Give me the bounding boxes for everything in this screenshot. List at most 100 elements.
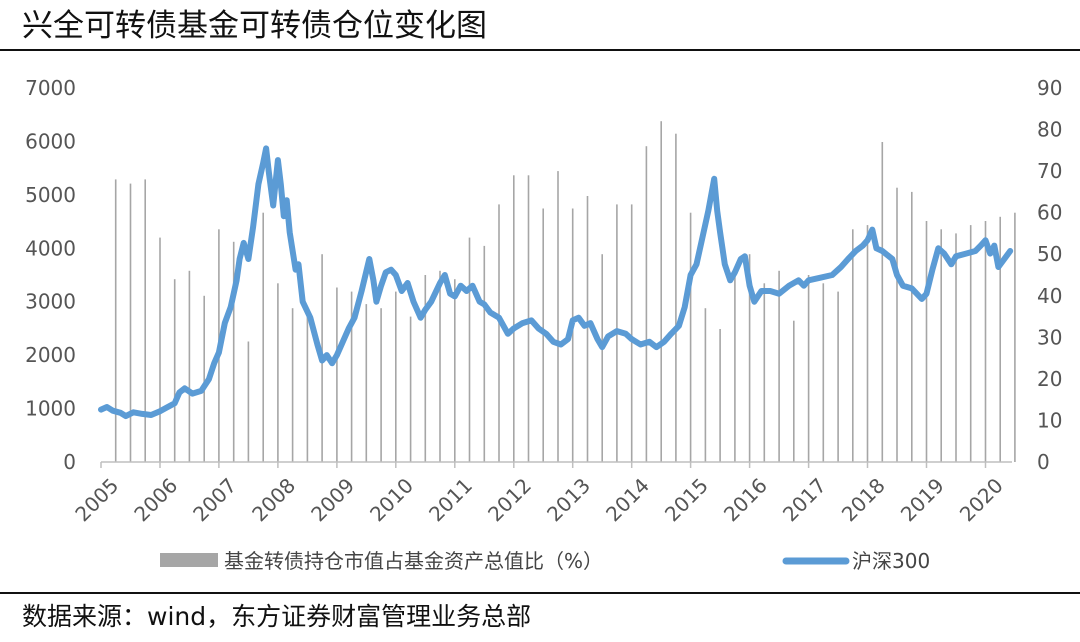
bar-43 [748, 254, 751, 462]
bar-55 [925, 221, 928, 462]
bar-51 [866, 225, 869, 462]
y-right-tick-30: 30 [1037, 325, 1062, 349]
legend-bar-swatch [160, 553, 218, 567]
y-left-tick-2000: 2000 [25, 343, 76, 367]
y-right-tick-40: 40 [1037, 284, 1062, 308]
y-right-tick-10: 10 [1037, 408, 1062, 432]
bar-60 [999, 216, 1001, 462]
y-right-tick-90: 90 [1037, 76, 1062, 100]
line-series-hs300 [98, 145, 1014, 420]
y-left-tick-3000: 3000 [25, 290, 76, 314]
bar-12 [291, 308, 294, 462]
x-tick-label-2018: 2018 [837, 473, 890, 526]
x-tick-label-2006: 2006 [129, 473, 182, 526]
bar-42 [734, 275, 736, 462]
bar-57 [955, 233, 957, 462]
bar-9 [247, 341, 250, 462]
y-right-tick-0: 0 [1037, 450, 1050, 474]
x-tick-label-2010: 2010 [365, 473, 418, 526]
bar-40 [704, 308, 707, 462]
bar-52 [881, 142, 884, 462]
bar-18 [380, 308, 382, 462]
x-tick-label-2016: 2016 [719, 473, 772, 526]
bar-45 [778, 270, 780, 462]
bar-27 [513, 175, 515, 463]
bar-5 [188, 270, 191, 462]
bar-31 [571, 208, 574, 462]
y-left-tick-6000: 6000 [25, 129, 76, 153]
bar-32 [586, 196, 589, 462]
bar-61 [1014, 212, 1016, 462]
bar-21 [424, 275, 427, 462]
y-left-tick-4000: 4000 [25, 236, 76, 260]
bar-22 [439, 270, 441, 462]
bar-38 [675, 133, 677, 462]
bar-16 [350, 291, 353, 462]
bar-11 [277, 283, 279, 462]
bar-23 [454, 279, 456, 462]
bar-36 [645, 146, 648, 462]
y-right-tick-80: 80 [1037, 118, 1062, 142]
bar-47 [807, 275, 810, 462]
x-tick-label-2011: 2011 [424, 473, 477, 526]
title-underline [0, 49, 1080, 51]
bar-8 [232, 241, 235, 462]
x-tick-label-2017: 2017 [778, 473, 831, 526]
bar-24 [468, 237, 471, 462]
x-tick-label-2005: 2005 [70, 473, 123, 526]
bar-58 [969, 225, 972, 462]
chart-canvas: 0 1000 2000 3000 4000 5000 6000 7000 0 10 20 30 40 50… [25, 76, 1062, 573]
bar-19 [395, 291, 397, 462]
legend-line-label: 沪深300 [852, 549, 930, 573]
bar-44 [763, 283, 766, 462]
x-tick-label-2019: 2019 [896, 473, 949, 526]
bar-37 [660, 121, 662, 462]
bar-0 [114, 179, 117, 462]
x-tick-label-2008: 2008 [247, 473, 300, 526]
y-right-tick-60: 60 [1037, 201, 1062, 225]
bar-2 [144, 179, 146, 462]
y-left-tick-1000: 1000 [25, 397, 76, 421]
legend-bar-label: 基金转债持仓市值占基金资产总值比（%） [224, 549, 603, 573]
legend: 基金转债持仓市值占基金资产总值比（%） 沪深300 [160, 549, 930, 573]
bar-33 [601, 254, 603, 462]
bar-13 [306, 308, 309, 462]
bar-17 [365, 304, 368, 462]
bar-53 [896, 187, 898, 462]
x-tick-label-2007: 2007 [188, 473, 241, 526]
bar-4 [173, 279, 176, 462]
bar-3 [159, 237, 161, 462]
page-title: 兴全可转债基金可转债仓位变化图 [22, 8, 487, 44]
bar-56 [940, 229, 942, 462]
bar-48 [822, 283, 825, 462]
bar-25 [483, 245, 486, 462]
bar-1 [129, 183, 132, 462]
bar-6 [203, 295, 205, 462]
x-tick-label-2015: 2015 [660, 473, 713, 526]
y-right-tick-20: 20 [1037, 367, 1062, 391]
x-tick-label-2012: 2012 [483, 473, 536, 526]
x-tick-label-2013: 2013 [542, 473, 595, 526]
bar-15 [336, 287, 338, 462]
x-tick-label-2020: 2020 [955, 473, 1008, 526]
y-right-tick-50: 50 [1037, 242, 1062, 266]
bar-50 [852, 229, 854, 462]
bar-39 [689, 212, 692, 462]
x-tick-label-2009: 2009 [306, 473, 359, 526]
bar-46 [793, 320, 795, 462]
bar-59 [984, 221, 987, 462]
bar-35 [630, 204, 633, 462]
bar-20 [409, 316, 412, 462]
y-left-tick-0: 0 [63, 450, 76, 474]
bar-10 [262, 212, 264, 462]
bar-41 [719, 329, 721, 462]
y-right-tick-70: 70 [1037, 159, 1062, 183]
bar-30 [557, 171, 559, 462]
source-note: 数据来源：wind，东方证券财富管理业务总部 [22, 602, 532, 631]
bar-series [114, 121, 1016, 463]
x-tick-label-2014: 2014 [601, 473, 654, 526]
bar-49 [837, 291, 839, 462]
footer-rule [0, 592, 1080, 594]
y-left-tick-5000: 5000 [25, 183, 76, 207]
